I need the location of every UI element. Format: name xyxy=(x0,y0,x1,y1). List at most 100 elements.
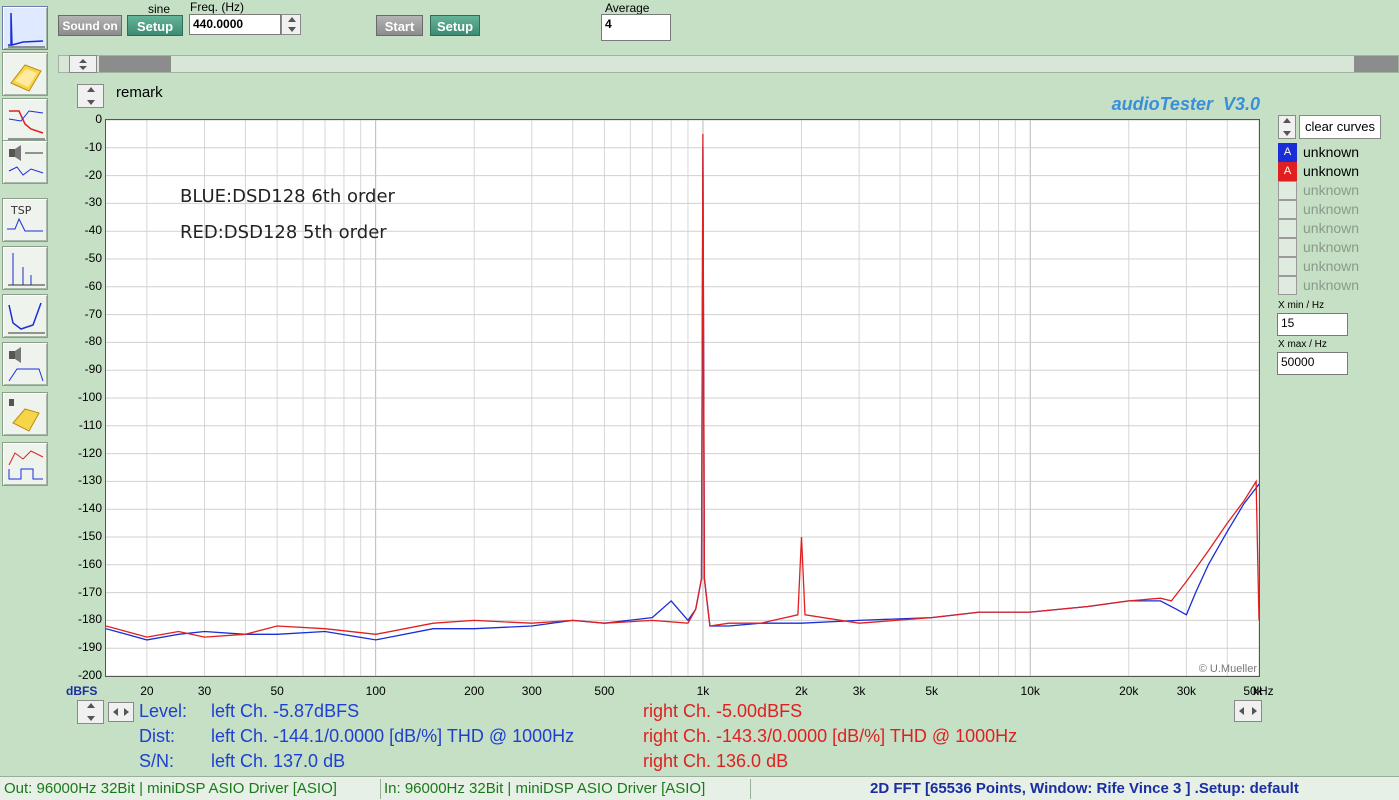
average-input[interactable]: 4 xyxy=(601,14,671,41)
y-tick-label: -170 xyxy=(77,584,102,599)
speaker-book-icon[interactable] xyxy=(2,392,48,436)
legend-label: unknown xyxy=(1303,239,1360,255)
horizontal-scrollbar[interactable] xyxy=(58,55,1399,73)
level-right: right Ch. -5.00dBFS xyxy=(643,701,803,721)
y-tick-label: -40 xyxy=(84,223,102,238)
y-tick-label: -60 xyxy=(84,278,102,293)
watermark: © U.Mueller xyxy=(1198,663,1257,675)
legend-label: unknown xyxy=(1303,220,1360,236)
signal-setup-button[interactable]: Setup xyxy=(127,15,183,36)
y-tick-label: 0 xyxy=(95,112,102,126)
y-tick-label: -20 xyxy=(84,167,102,182)
legend-checkbox[interactable] xyxy=(1278,219,1297,238)
x-axis-unit: kHz xyxy=(1253,684,1274,698)
scroll-thumb-left[interactable] xyxy=(99,56,171,72)
legend-label: unknown xyxy=(1303,201,1360,217)
y-tick-label: -190 xyxy=(77,640,102,655)
scroll-spinner[interactable] xyxy=(69,55,97,73)
x-tick-label: 2k xyxy=(795,684,808,698)
legend-label: unknown xyxy=(1303,182,1360,198)
y-tick-label: -140 xyxy=(77,501,102,516)
legend-spinner[interactable] xyxy=(1278,115,1296,139)
legend-label: unknown xyxy=(1303,144,1360,160)
x-tick-label: 10k xyxy=(1020,684,1040,698)
average-label: Average xyxy=(605,1,650,15)
xmax-input[interactable]: 50000 xyxy=(1277,352,1348,375)
scroll-thumb-right[interactable] xyxy=(1354,56,1398,72)
x-tick-label: 50 xyxy=(270,684,284,698)
x-tick-label: 20 xyxy=(140,684,154,698)
y-tick-label: -10 xyxy=(84,139,102,154)
y-tick-label: -90 xyxy=(84,362,102,377)
legend-checkbox[interactable]: A xyxy=(1278,143,1297,162)
dist-label: Dist: xyxy=(139,726,175,746)
y-tick-label: -50 xyxy=(84,251,102,265)
xmin-label: X min / Hz xyxy=(1278,300,1325,311)
freq-spinner[interactable] xyxy=(281,14,301,35)
status-bar: Out: 96000Hz 32Bit | miniDSP ASIO Driver… xyxy=(0,776,1399,800)
app-title: audioTester V3.0 xyxy=(1111,94,1260,114)
x-tick-label: 50k xyxy=(1243,684,1263,698)
speaker-response-icon[interactable] xyxy=(2,342,48,386)
scope-icon[interactable] xyxy=(2,442,48,486)
y-tick-label: -150 xyxy=(77,529,102,543)
x-tick-label: 3k xyxy=(852,684,866,698)
fft-plot[interactable]: BLUE:DSD128 6th order RED:DSD128 5th ord… xyxy=(105,119,1260,677)
right-scroll-button[interactable] xyxy=(1234,700,1262,722)
dist-left: left Ch. -144.1/0.0000 [dB/%] THD @ 1000… xyxy=(211,726,575,746)
sn-right: right Ch. 136.0 dB xyxy=(643,751,789,771)
xmax-label: X max / Hz xyxy=(1278,339,1327,350)
speaker-sweep-icon[interactable] xyxy=(2,140,48,184)
measure-spinner[interactable] xyxy=(77,700,104,724)
y-tick-label: -160 xyxy=(77,556,102,571)
level-label: Level: xyxy=(139,701,188,721)
y-tick-label: -110 xyxy=(78,417,102,432)
legend-checkbox[interactable]: A xyxy=(1278,162,1297,181)
legend-checkbox[interactable] xyxy=(1278,238,1297,257)
remark-label: remark xyxy=(116,84,163,101)
y-tick-label: -100 xyxy=(77,390,102,404)
waveform-label: sine xyxy=(148,2,171,16)
measure-scroll-button[interactable] xyxy=(108,702,134,722)
sound-on-button[interactable]: Sound on xyxy=(58,15,122,36)
legend-label: unknown xyxy=(1303,163,1360,179)
y-tick-label: -120 xyxy=(77,445,102,460)
sn-left: left Ch. 137.0 dB xyxy=(211,751,346,771)
legend-checkbox[interactable] xyxy=(1278,200,1297,219)
annotation-blue: BLUE:DSD128 6th order xyxy=(180,186,395,207)
fft-plot-svg xyxy=(106,120,1259,676)
status-input: In: 96000Hz 32Bit | miniDSP ASIO Driver … xyxy=(384,780,706,797)
book-icon[interactable] xyxy=(2,52,48,96)
svg-text:TSP: TSP xyxy=(10,204,32,217)
frequency-response-icon[interactable] xyxy=(2,98,48,142)
x-tick-label: 100 xyxy=(365,684,386,698)
clear-curves-button[interactable]: clear curves xyxy=(1299,115,1381,139)
measurement-setup-button[interactable]: Setup xyxy=(430,15,480,36)
start-button[interactable]: Start xyxy=(376,15,423,36)
series-red-line xyxy=(106,133,1259,638)
x-tick-label: 20k xyxy=(1119,684,1139,698)
x-tick-label: 1k xyxy=(696,684,710,698)
legend-label: unknown xyxy=(1303,258,1360,274)
y-tick-label: -30 xyxy=(84,195,102,210)
y-tick-label: -80 xyxy=(84,334,102,349)
legend-checkbox[interactable] xyxy=(1278,181,1297,200)
y-tick-label: -180 xyxy=(77,612,102,627)
tsp-icon[interactable]: TSP xyxy=(2,198,48,242)
xmin-input[interactable]: 15 xyxy=(1277,313,1348,336)
legend-checkbox[interactable] xyxy=(1278,276,1297,295)
x-tick-label: 30k xyxy=(1176,684,1197,698)
fft-mode-icon[interactable] xyxy=(2,6,48,50)
annotation-red: RED:DSD128 5th order xyxy=(180,222,387,243)
x-tick-label: 5k xyxy=(925,684,939,698)
x-tick-label: 30 xyxy=(197,684,212,698)
y-tick-label: -130 xyxy=(77,473,102,488)
y-tick-label: -70 xyxy=(84,306,102,321)
spectrum-icon[interactable] xyxy=(2,246,48,290)
remark-spinner[interactable] xyxy=(77,84,104,108)
freq-input[interactable]: 440.0000 xyxy=(189,14,281,35)
impedance-icon[interactable] xyxy=(2,294,48,338)
sn-label: S/N: xyxy=(139,751,175,771)
legend-checkbox[interactable] xyxy=(1278,257,1297,276)
x-tick-label: 200 xyxy=(464,684,485,698)
